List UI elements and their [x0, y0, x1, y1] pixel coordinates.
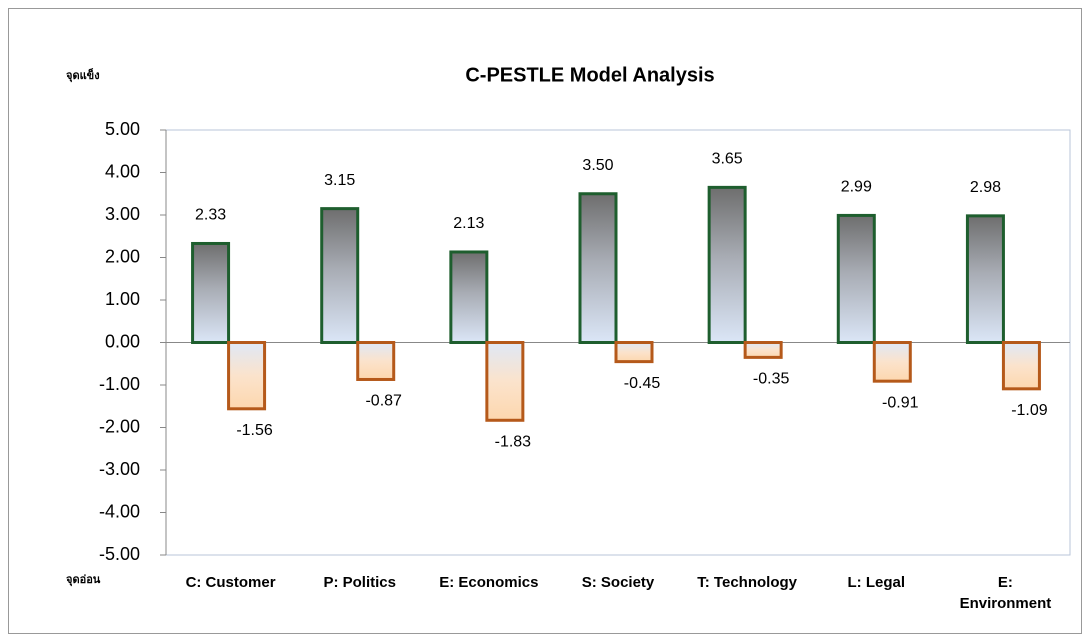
value-label: 3.15 — [324, 172, 355, 189]
bar — [872, 341, 912, 383]
y-tick-label: -3.00 — [99, 459, 140, 479]
y-tick-label: 0.00 — [105, 331, 140, 351]
bar — [614, 341, 654, 364]
bar — [356, 341, 396, 381]
x-tick-label: E: Environment — [960, 574, 1052, 612]
y-tick-label: 2.00 — [105, 246, 140, 266]
value-label: -1.09 — [1011, 402, 1048, 419]
value-label: 2.99 — [841, 179, 872, 196]
bar — [227, 341, 267, 411]
x-tick-label: T: Technology — [697, 574, 797, 591]
x-tick-label: C: Customer — [186, 574, 276, 591]
chart-title: C-PESTLE Model Analysis — [465, 64, 714, 86]
bar — [707, 185, 747, 344]
y-tick-label: -2.00 — [99, 416, 140, 436]
y-tick-label: 3.00 — [105, 204, 140, 224]
value-label: -0.45 — [624, 375, 661, 392]
value-label: 3.50 — [582, 157, 613, 174]
value-label: 3.65 — [712, 151, 743, 168]
y-tick-label: -5.00 — [99, 544, 140, 564]
bar — [449, 250, 489, 345]
value-label: 2.98 — [970, 179, 1001, 196]
bar — [191, 241, 231, 345]
bar — [965, 214, 1005, 345]
y-axis-bottom-label: จุดอ่อน — [66, 573, 101, 587]
x-tick-label: S: Society — [582, 574, 655, 591]
y-axis-top-label: จุดแข็ง — [66, 68, 100, 83]
value-label: -1.56 — [236, 422, 273, 439]
value-label: -0.35 — [753, 371, 790, 388]
x-tick-label: E: Economics — [439, 574, 538, 591]
bar — [743, 341, 783, 359]
y-tick-label: 4.00 — [105, 161, 140, 181]
x-tick-label: L: Legal — [848, 574, 906, 591]
value-label: -0.91 — [882, 394, 919, 411]
value-label: -1.83 — [495, 433, 532, 450]
value-label: -0.87 — [365, 393, 402, 410]
value-label: 2.33 — [195, 207, 226, 224]
y-tick-label: -1.00 — [99, 374, 140, 394]
y-tick-label: 5.00 — [105, 119, 140, 139]
bar — [578, 192, 618, 344]
chart-border — [8, 8, 1082, 634]
x-tick-label: P: Politics — [323, 574, 396, 591]
y-tick-label: 1.00 — [105, 289, 140, 309]
bar — [1001, 341, 1041, 391]
bar — [836, 213, 876, 344]
value-label: 2.13 — [453, 215, 484, 232]
y-tick-label: -4.00 — [99, 501, 140, 521]
bar — [320, 207, 360, 344]
bar — [485, 341, 525, 422]
